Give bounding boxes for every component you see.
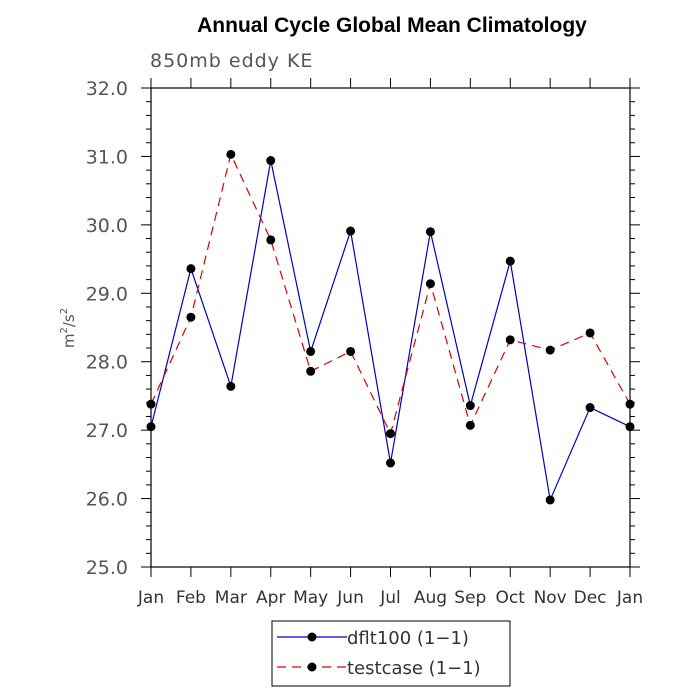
y-axis-label-sup2: 2 xyxy=(59,308,70,314)
y-tick-label: 25.0 xyxy=(86,557,128,579)
y-tick-label: 32.0 xyxy=(86,78,128,100)
x-tick-label: Jun xyxy=(336,588,364,608)
series-0-point xyxy=(346,226,356,236)
y-tick-label: 31.0 xyxy=(86,146,128,168)
y-tick-label: 29.0 xyxy=(86,283,128,305)
chart-subtitle: 850mb eddy KE xyxy=(150,50,313,72)
y-axis-label-sup1: 2 xyxy=(59,327,70,333)
series-1-point xyxy=(505,335,515,345)
series-1-point xyxy=(186,312,196,322)
chart-title: Annual Cycle Global Mean Climatology xyxy=(197,14,587,37)
series-0-point xyxy=(625,422,635,432)
legend-box xyxy=(271,620,511,687)
x-tick-label: Dec xyxy=(574,588,607,608)
series-0-point xyxy=(465,401,475,411)
series-0-point xyxy=(186,264,196,274)
plot-border xyxy=(150,87,631,568)
series-1-point xyxy=(386,429,395,439)
series-1-point xyxy=(346,346,356,356)
x-tick-label: Mar xyxy=(215,588,247,608)
series-1-point xyxy=(585,328,595,338)
y-tick-label: 26.0 xyxy=(86,489,128,511)
legend-marker-1 xyxy=(307,662,317,672)
y-axis: 25.0 26.0 27.0 28.0 29.0 30.0 31.0 32.0 xyxy=(86,78,640,579)
x-tick-label: May xyxy=(293,588,328,608)
legend-marker-0 xyxy=(307,632,317,642)
series-0-point xyxy=(266,156,276,166)
series-0-point xyxy=(425,227,435,237)
series-1-point xyxy=(306,366,316,376)
x-tick-label: Aug xyxy=(414,588,447,608)
series-0-point xyxy=(146,422,156,432)
legend-label-0: dflt100 (1−1) xyxy=(347,628,469,649)
x-tick-label: Feb xyxy=(176,588,206,608)
series-line-1 xyxy=(150,152,631,436)
series-line-0 xyxy=(150,160,631,503)
x-tick-label: Nov xyxy=(534,588,567,608)
series-layer xyxy=(146,149,635,505)
y-axis-label: m2/s2 xyxy=(59,308,78,348)
x-tick-label: Jul xyxy=(379,588,401,608)
series-1-point xyxy=(465,420,475,430)
series-0-point xyxy=(386,458,395,468)
x-tick-label: Jan xyxy=(137,588,164,608)
x-tick-label: Apr xyxy=(256,588,285,608)
series-0-point xyxy=(585,403,595,413)
series-1-point xyxy=(425,279,435,289)
series-1-point xyxy=(146,399,156,409)
y-tick-label: 30.0 xyxy=(86,215,128,237)
series-0-point xyxy=(505,256,515,266)
x-axis: Jan Feb Mar Apr May Jun Jul Aug Sep Oct Nov Dec Jan xyxy=(137,78,643,608)
x-tick-label: Jan xyxy=(616,588,643,608)
series-1-point xyxy=(545,345,555,355)
x-tick-label: Oct xyxy=(496,588,526,608)
x-tick-label: Sep xyxy=(454,588,486,608)
plot-frame xyxy=(150,87,631,568)
y-tick-label: 28.0 xyxy=(86,352,128,374)
y-tick-label: 27.0 xyxy=(86,420,128,442)
series-1-point xyxy=(266,235,276,245)
series-1-point xyxy=(226,149,236,159)
series-0-point xyxy=(226,381,236,391)
legend-label-1: testcase (1−1) xyxy=(347,658,481,679)
series-0-point xyxy=(306,346,316,356)
y-axis-label-base: m xyxy=(60,334,78,349)
legend: dflt100 (1−1) testcase (1−1) xyxy=(271,620,511,687)
series-1-point xyxy=(625,399,635,409)
y-axis-label-mid: /s xyxy=(60,314,78,327)
series-0-point xyxy=(545,495,555,505)
